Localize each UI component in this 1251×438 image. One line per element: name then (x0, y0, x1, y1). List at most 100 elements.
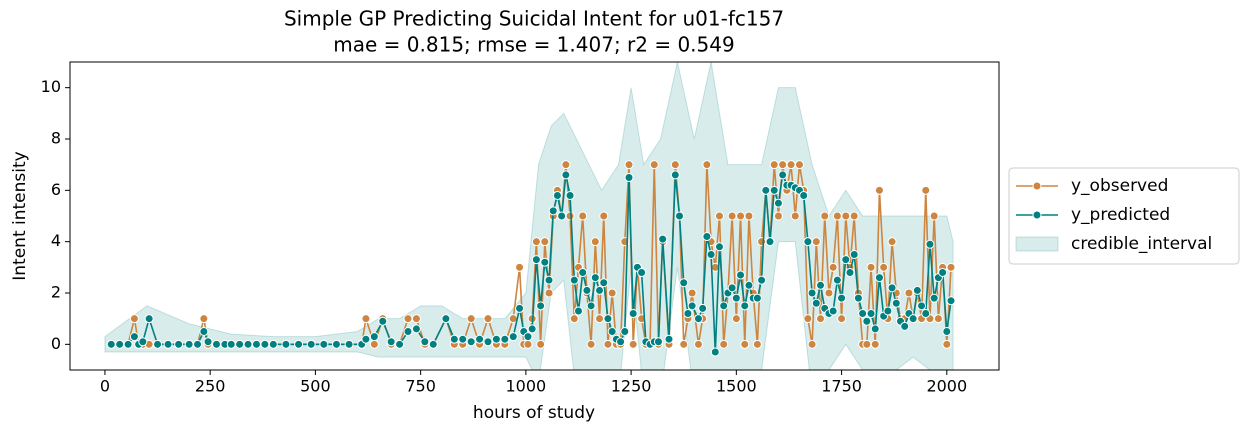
point (578, 211, 588, 221)
point (744, 211, 754, 221)
point (946, 296, 956, 306)
point (616, 337, 626, 347)
point (769, 185, 779, 195)
y-tick-label: 4 (51, 231, 61, 250)
point (799, 190, 809, 200)
point (727, 283, 737, 293)
point (870, 324, 880, 334)
point (675, 211, 685, 221)
point (757, 275, 767, 285)
point (752, 339, 762, 349)
x-axis-label: hours of study (473, 403, 595, 423)
point (849, 250, 859, 259)
point (887, 283, 897, 293)
point (411, 324, 421, 334)
point (921, 185, 931, 195)
point (904, 288, 914, 298)
point (883, 306, 893, 316)
point (344, 339, 354, 349)
point (811, 298, 821, 308)
point (929, 293, 939, 303)
legend-marker (1032, 210, 1042, 220)
legend-box (1008, 167, 1240, 265)
point (466, 337, 476, 347)
point (565, 211, 575, 221)
point (773, 211, 783, 221)
point (870, 339, 880, 349)
point (702, 160, 712, 170)
point (803, 237, 813, 247)
point (908, 314, 918, 324)
point (540, 257, 550, 267)
point (500, 334, 510, 344)
point (331, 339, 341, 349)
point (536, 339, 546, 349)
point (243, 339, 253, 349)
point (129, 332, 139, 342)
point (744, 280, 754, 290)
point (586, 301, 596, 311)
point (211, 339, 221, 349)
point (832, 211, 842, 221)
point (790, 211, 800, 221)
point (866, 262, 876, 272)
x-tick-label: 1250 (611, 377, 652, 396)
point (837, 314, 847, 324)
point (620, 327, 630, 336)
point (803, 314, 813, 324)
point (820, 211, 830, 221)
point (163, 339, 173, 349)
y-tick-label: 0 (51, 334, 61, 353)
point (628, 309, 638, 319)
point (946, 262, 956, 272)
plot-area (104, 62, 956, 370)
plot-frame (69, 61, 1000, 371)
point (319, 339, 329, 349)
point (917, 301, 927, 311)
x-tick-label: 250 (195, 377, 226, 396)
point (670, 160, 680, 170)
point (483, 337, 493, 347)
point (891, 298, 901, 308)
axes: 0 250 500 750 1000 1250 1500 1750 2000 0 2 4 6 8 10 (41, 77, 968, 395)
point (203, 337, 213, 347)
legend-patch (1015, 236, 1059, 252)
point (773, 198, 783, 208)
point (411, 314, 421, 324)
point (765, 237, 775, 247)
point (557, 211, 567, 221)
point (561, 160, 571, 170)
point (548, 206, 558, 216)
point (845, 267, 855, 277)
point (715, 211, 725, 221)
point (369, 339, 379, 349)
point (129, 314, 139, 324)
point (719, 339, 729, 349)
point (866, 309, 876, 319)
point (874, 273, 884, 283)
point (184, 339, 194, 349)
x-tick-label: 750 (405, 377, 436, 396)
point (702, 232, 712, 242)
x-tick-label: 500 (300, 377, 331, 396)
point (807, 288, 817, 298)
point (561, 170, 571, 180)
legend-label: credible_interval (1071, 234, 1212, 254)
point (515, 262, 525, 272)
y-tick-label: 8 (51, 129, 61, 148)
point (582, 285, 592, 295)
point (731, 314, 741, 324)
point (523, 339, 533, 349)
point (515, 303, 525, 313)
point (569, 275, 579, 285)
point (458, 334, 468, 344)
point (653, 337, 663, 347)
point (531, 255, 541, 265)
x-tick-label: 1750 (821, 377, 862, 396)
point (862, 339, 872, 349)
point (199, 314, 209, 324)
point (603, 339, 613, 349)
point (624, 160, 634, 170)
point (449, 334, 459, 344)
